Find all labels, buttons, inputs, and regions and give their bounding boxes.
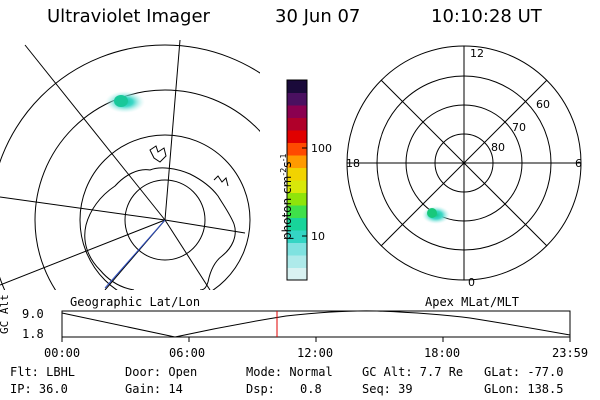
mlt-label-6: 6 bbox=[575, 157, 582, 170]
timeline-xtick-0600: 06:00 bbox=[169, 346, 206, 360]
dsp-label: Dsp: bbox=[246, 382, 275, 396]
gain-info: Gain: 14 bbox=[125, 382, 183, 396]
magnetic-panel-label: Apex MLat/MLT bbox=[425, 295, 519, 309]
colorbar-band bbox=[287, 205, 307, 218]
colorbar-band bbox=[287, 117, 307, 131]
timeline-ytick-min: 1.8 bbox=[22, 327, 44, 341]
timeline-xtick-1800: 18:00 bbox=[424, 346, 461, 360]
colorbar-band bbox=[287, 167, 307, 181]
geographic-panel-label: Geographic Lat/Lon bbox=[70, 295, 201, 309]
colorbar-band bbox=[287, 105, 307, 118]
gc-alt-info: GC Alt: 7.7 Re bbox=[362, 365, 464, 379]
mlat-label-70: 70 bbox=[512, 121, 526, 134]
colorbar-band bbox=[287, 217, 307, 231]
colorbar-band bbox=[287, 130, 307, 143]
colorbar-band bbox=[287, 142, 307, 156]
mlt-label-18: 18 bbox=[346, 157, 360, 170]
seq-info: Seq: 39 bbox=[362, 382, 413, 396]
colorbar-tick-100: 100 bbox=[311, 142, 332, 155]
glon-info: GLon: 138.5 bbox=[484, 382, 564, 396]
colorbar-band bbox=[287, 92, 307, 106]
door-info: Door: Open bbox=[125, 365, 198, 379]
colorbar-band bbox=[287, 230, 307, 243]
glat-info: GLat: -77.0 bbox=[484, 365, 564, 379]
instrument-title: Ultraviolet Imager bbox=[47, 6, 210, 27]
colorbar-band bbox=[287, 192, 307, 206]
mlat-label-80: 80 bbox=[491, 141, 505, 154]
filter-info: Flt: LBHL bbox=[10, 365, 76, 379]
colorbar-band bbox=[287, 242, 307, 256]
mlt-label-12: 12 bbox=[470, 47, 484, 60]
mlt-label-0: 0 bbox=[468, 276, 475, 289]
timeline-xtick-1200: 12:00 bbox=[297, 346, 334, 360]
colorbar-band bbox=[287, 180, 307, 193]
timeline-axis-label: GC Alt bbox=[0, 294, 11, 334]
timeline-xtick-0000: 00:00 bbox=[44, 346, 81, 360]
observation-date: 30 Jun 07 bbox=[275, 6, 361, 27]
colorbar-tick-10: 10 bbox=[311, 230, 325, 243]
observation-time: 10:10:28 UT bbox=[431, 6, 542, 27]
colorbar-band bbox=[287, 267, 307, 281]
dsp-value: 0.8 bbox=[300, 382, 322, 396]
mode-info: Mode: Normal bbox=[246, 365, 333, 379]
timeline-xtick-2359: 23:59 bbox=[552, 346, 589, 360]
colorbar-band bbox=[287, 155, 307, 168]
colorbar-band bbox=[287, 255, 307, 268]
ip-info: IP: 36.0 bbox=[10, 382, 68, 396]
mlat-label-60: 60 bbox=[536, 98, 550, 111]
colorbar-band bbox=[287, 80, 307, 93]
timeline-ytick-max: 9.0 bbox=[22, 307, 44, 321]
